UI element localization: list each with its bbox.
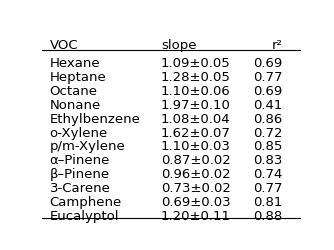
Text: 0.69: 0.69 xyxy=(253,57,283,70)
Text: 0.73±0.02: 0.73±0.02 xyxy=(161,182,231,195)
Text: 0.72: 0.72 xyxy=(253,127,283,140)
Text: Ethylbenzene: Ethylbenzene xyxy=(49,113,140,126)
Text: Eucalyptol: Eucalyptol xyxy=(49,210,119,223)
Text: 1.10±0.06: 1.10±0.06 xyxy=(161,85,230,98)
Text: 1.09±0.05: 1.09±0.05 xyxy=(161,57,230,70)
Text: 1.97±0.10: 1.97±0.10 xyxy=(161,99,231,112)
Text: Hexane: Hexane xyxy=(49,57,100,70)
Text: slope: slope xyxy=(161,39,196,52)
Text: β–Pinene: β–Pinene xyxy=(49,168,110,181)
Text: 0.87±0.02: 0.87±0.02 xyxy=(161,154,230,167)
Text: Camphene: Camphene xyxy=(49,196,122,209)
Text: p/m-Xylene: p/m-Xylene xyxy=(49,140,125,153)
Text: 1.08±0.04: 1.08±0.04 xyxy=(161,113,230,126)
Text: 0.69±0.03: 0.69±0.03 xyxy=(161,196,230,209)
Text: Octane: Octane xyxy=(49,85,98,98)
Text: α–Pinene: α–Pinene xyxy=(49,154,110,167)
Text: 0.81: 0.81 xyxy=(253,196,283,209)
Text: 0.77: 0.77 xyxy=(253,182,283,195)
Text: 1.10±0.03: 1.10±0.03 xyxy=(161,140,231,153)
Text: 0.88: 0.88 xyxy=(253,210,283,223)
Text: 0.85: 0.85 xyxy=(253,140,283,153)
Text: Heptane: Heptane xyxy=(49,71,106,84)
Text: 0.83: 0.83 xyxy=(253,154,283,167)
Text: Nonane: Nonane xyxy=(49,99,101,112)
Text: r²: r² xyxy=(272,39,283,52)
Text: 0.77: 0.77 xyxy=(253,71,283,84)
Text: 3-Carene: 3-Carene xyxy=(49,182,111,195)
Text: 1.20±0.11: 1.20±0.11 xyxy=(161,210,231,223)
Text: 0.69: 0.69 xyxy=(253,85,283,98)
Text: 0.86: 0.86 xyxy=(253,113,283,126)
Text: 0.74: 0.74 xyxy=(253,168,283,181)
Text: o-Xylene: o-Xylene xyxy=(49,127,108,140)
Text: VOC: VOC xyxy=(49,39,78,52)
Text: 0.96±0.02: 0.96±0.02 xyxy=(161,168,230,181)
Text: 1.28±0.05: 1.28±0.05 xyxy=(161,71,231,84)
Text: 0.41: 0.41 xyxy=(253,99,283,112)
Text: 1.62±0.07: 1.62±0.07 xyxy=(161,127,231,140)
